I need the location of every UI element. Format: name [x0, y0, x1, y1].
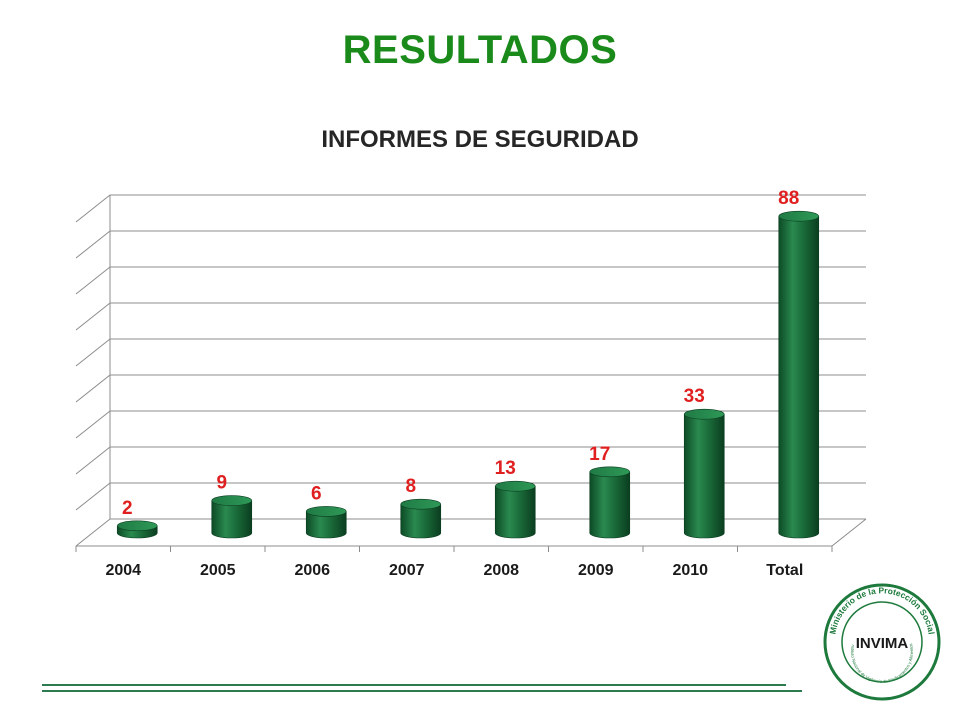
gridline-side [75, 482, 111, 511]
bar-2009 [589, 466, 631, 539]
bar-2004 [116, 520, 158, 539]
bar-chart: 2 9 6 8 13 17 33 88 2004 2005 2006 2007 2008 2009 201… [75, 188, 867, 579]
x-tick-label: 2008 [483, 562, 519, 579]
bar-cap [683, 408, 725, 420]
slide-title: RESULTADOS [342, 28, 618, 72]
bar-body [589, 471, 631, 539]
bar-2006 [305, 506, 347, 539]
chart-axis [75, 195, 867, 552]
x-tick-label: 2006 [294, 562, 330, 579]
bar-2008 [494, 480, 536, 539]
bar-cap [778, 210, 820, 222]
chart-gridlines [75, 194, 866, 547]
bar-cap [116, 520, 158, 532]
x-tick-label: 2010 [672, 562, 708, 579]
bar-2005 [211, 495, 253, 539]
data-label: 13 [495, 458, 516, 479]
data-label: 6 [311, 483, 322, 504]
bar-2007 [400, 498, 442, 539]
gridline-side [75, 302, 111, 331]
bar-cap [589, 466, 631, 478]
gridline-side [75, 446, 111, 475]
bar-body [211, 500, 253, 539]
gridline-side [75, 194, 111, 223]
chart-bars [116, 210, 820, 539]
gridline-side [75, 374, 111, 403]
invima-seal-logo: Ministerio de la Protección Social Insti… [822, 582, 941, 701]
chart-title: INFORMES DE SEGURIDAD [321, 126, 639, 153]
bar-cap [305, 506, 347, 517]
bar-body [494, 485, 536, 539]
gridline-side [75, 410, 111, 439]
x-tick-label: 2007 [389, 562, 425, 579]
bar-2010 [683, 408, 725, 539]
seal-center-text: INVIMA [856, 635, 909, 652]
footer-line-top [42, 684, 786, 686]
data-label: 17 [589, 444, 610, 465]
bar-body [683, 413, 725, 539]
bar-body [400, 503, 442, 539]
chart-tick-labels: 2004 2005 2006 2007 2008 2009 2010 Total [105, 562, 803, 579]
footer-line-bottom [42, 690, 802, 692]
bar-cap [211, 495, 253, 506]
data-label: 9 [216, 473, 227, 494]
gridline-side [75, 338, 111, 367]
gridline-side [75, 266, 111, 295]
chart-data-labels: 2 9 6 8 13 17 33 88 [122, 188, 799, 519]
gridline-side [75, 230, 111, 259]
data-label: 8 [405, 476, 416, 497]
floor-right-edge [831, 518, 867, 547]
bar-cap [494, 480, 536, 492]
x-tick-label: 2005 [200, 562, 236, 579]
bar-body [305, 511, 347, 539]
bar-cap [400, 498, 442, 510]
data-label: 2 [122, 498, 133, 519]
bar-body [778, 215, 820, 539]
bar-Total [778, 210, 820, 539]
gridline-side [75, 518, 111, 547]
data-label: 88 [778, 188, 799, 209]
x-tick-label: Total [766, 562, 803, 579]
x-tick-label: 2004 [105, 562, 141, 579]
data-label: 33 [684, 386, 705, 407]
x-tick-label: 2009 [578, 562, 614, 579]
